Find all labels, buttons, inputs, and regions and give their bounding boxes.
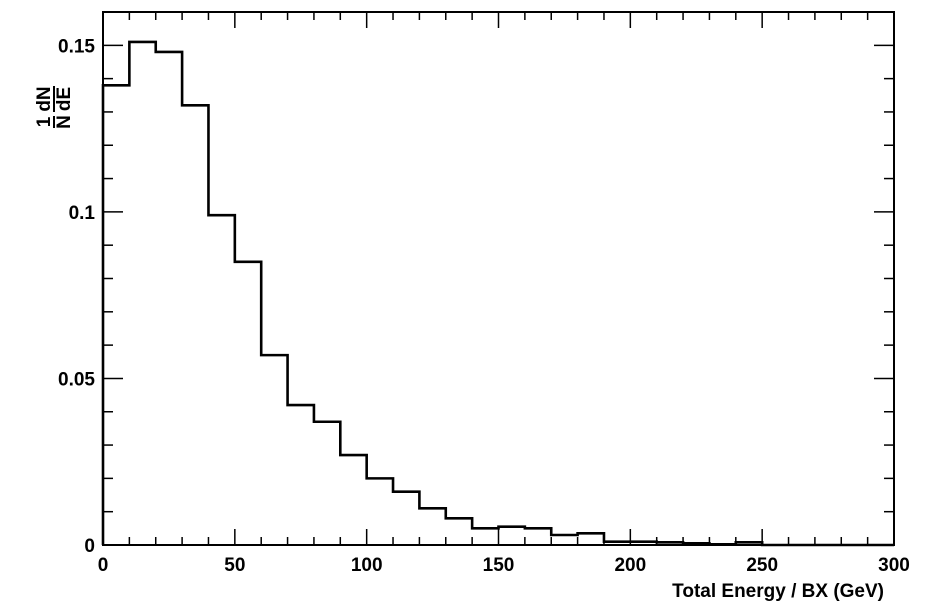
y-tick-label: 0.05 — [58, 369, 95, 390]
x-tick-label: 200 — [614, 555, 646, 576]
y-tick-label: 0 — [84, 536, 95, 557]
histogram-bins — [103, 42, 894, 545]
x-tick-labels: 0 50 100 150 200 250 300 — [98, 555, 910, 576]
y-title-fraction-numerator: dN — [34, 86, 55, 111]
y-title-prefix-denominator: N — [54, 115, 75, 129]
plot-frame — [102, 11, 895, 546]
x-tick-label: 100 — [351, 555, 383, 576]
x-tick-label: 150 — [483, 555, 515, 576]
x-axis-title: Total Energy / BX (GeV) — [672, 581, 884, 602]
y-axis-title: 1 N dN dE — [34, 86, 75, 129]
x-tick-label: 300 — [878, 555, 910, 576]
x-tick-label: 50 — [224, 555, 245, 576]
y-title-fraction-denominator: dE — [54, 87, 75, 111]
y-tick-label: 0.15 — [58, 36, 95, 57]
x-tick-label: 0 — [98, 555, 109, 576]
x-tick-label: 250 — [746, 555, 778, 576]
y-tick-labels: 0 0.05 0.1 0.15 — [58, 36, 95, 557]
histogram-outline — [101, 40, 894, 547]
y-title-prefix-numerator: 1 — [34, 116, 55, 127]
y-tick-label: 0.1 — [69, 203, 96, 224]
axis-ticks — [102, 11, 895, 546]
